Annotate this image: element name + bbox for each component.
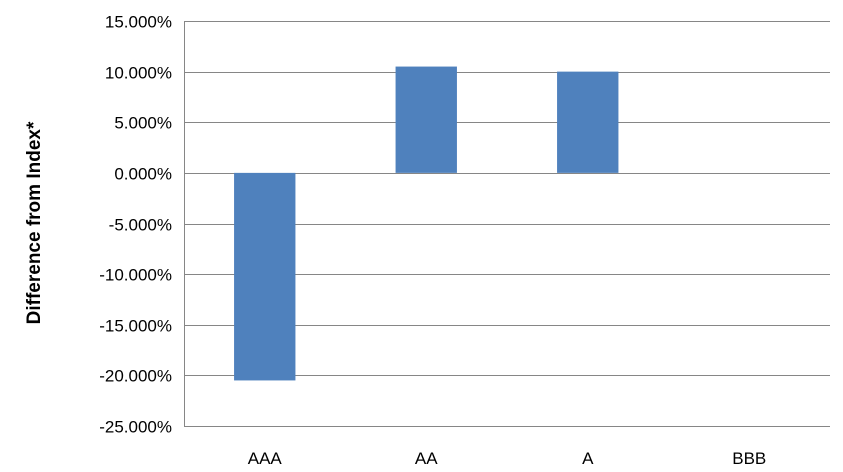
y-tick-label: 0.000% (114, 165, 172, 184)
y-tick-label: 15.000% (105, 13, 172, 32)
y-tick-label: 10.000% (105, 64, 172, 83)
y-tick-label: -25.000% (99, 418, 172, 437)
x-tick-label: AA (415, 449, 438, 468)
bars (234, 66, 619, 381)
bar-aa (395, 66, 457, 173)
y-tick-labels: 15.000% 10.000% 5.000% 0.000% -5.000% -10.000… (99, 13, 172, 437)
y-tick-label: -20.000% (99, 367, 172, 386)
bar-a (557, 71, 619, 173)
y-tick-label: 5.000% (114, 114, 172, 133)
y-tick-label: -10.000% (99, 266, 172, 285)
y-tick-label: -15.000% (99, 317, 172, 336)
x-tick-label: AAA (248, 449, 283, 468)
bar-aaa (234, 172, 296, 381)
x-tick-label: A (582, 449, 594, 468)
x-tick-labels: AAA AA A BBB (248, 449, 767, 468)
y-axis-title: Difference from Index* (24, 121, 45, 324)
x-tick-label: BBB (732, 449, 766, 468)
y-tick-label: -5.000% (109, 216, 172, 235)
